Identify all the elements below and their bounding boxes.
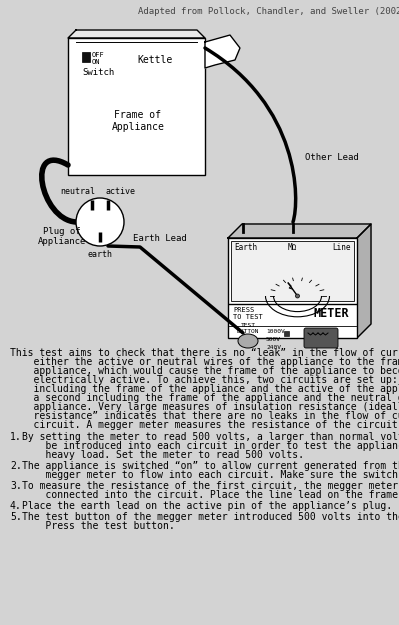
Text: 1000V: 1000V: [266, 329, 285, 334]
Text: appliance. Very large measures of insulation resistance (ideally “infinite”: appliance. Very large measures of insula…: [10, 402, 399, 412]
Text: earth: earth: [87, 250, 113, 259]
Text: METER: METER: [313, 307, 349, 320]
Text: Press the test button.: Press the test button.: [22, 521, 175, 531]
Text: Other Lead: Other Lead: [305, 152, 359, 161]
Text: megger meter to flow into each circuit. Make sure the switch is “on.”: megger meter to flow into each circuit. …: [22, 470, 399, 480]
Text: resistance” indicates that there are no leaks in the flow of current to each: resistance” indicates that there are no …: [10, 411, 399, 421]
Text: a second including the frame of the appliance and the neutral of the: a second including the frame of the appl…: [10, 393, 399, 403]
Text: Earth: Earth: [234, 243, 257, 252]
Text: PRESS
TO TEST: PRESS TO TEST: [233, 307, 263, 320]
Text: active: active: [105, 187, 135, 196]
Text: Place the earth lead on the active pin of the appliance’s plug.: Place the earth lead on the active pin o…: [22, 501, 392, 511]
Text: Switch: Switch: [82, 68, 114, 77]
Text: The appliance is switched “on” to allow current generated from the: The appliance is switched “on” to allow …: [22, 461, 399, 471]
Bar: [68, 38, 205, 175]
FancyBboxPatch shape: [304, 328, 338, 348]
Text: Adapted from Pollock, Chandler, and Sweller (2002).: Adapted from Pollock, Chandler, and Swel…: [138, 7, 399, 16]
Text: This test aims to check that there is no “leak” in the flow of current from: This test aims to check that there is no…: [10, 348, 399, 358]
Bar: [284, 331, 289, 336]
Text: 500V: 500V: [266, 337, 281, 342]
Text: connected into the circuit. Place the line lead on the frame of the appliance.: connected into the circuit. Place the li…: [22, 490, 399, 500]
Text: be introduced into each circuit in order to test the appliance under a: be introduced into each circuit in order…: [22, 441, 399, 451]
Text: OFF
ON: OFF ON: [92, 52, 105, 65]
Text: Plug of
Appliance: Plug of Appliance: [38, 227, 86, 246]
Text: 4.: 4.: [10, 501, 22, 511]
Text: appliance, which would cause the frame of the appliance to become: appliance, which would cause the frame o…: [10, 366, 399, 376]
Text: Earth Lead: Earth Lead: [133, 234, 187, 243]
Text: Line: Line: [332, 243, 351, 252]
Circle shape: [76, 198, 124, 246]
Bar: [82, 52, 90, 62]
Text: 1.: 1.: [10, 432, 22, 442]
Text: heavy load. Set the meter to read 500 volts.: heavy load. Set the meter to read 500 vo…: [22, 450, 304, 460]
Text: Kettle: Kettle: [137, 55, 173, 65]
Text: electrically active. To achieve this, two circuits are set up: the first: electrically active. To achieve this, tw…: [10, 375, 399, 385]
Text: 240V: 240V: [266, 345, 281, 350]
Text: TEST
BUTTON: TEST BUTTON: [237, 323, 259, 334]
Text: Frame of
Appliance: Frame of Appliance: [112, 110, 164, 132]
Text: 5.: 5.: [10, 512, 22, 522]
Polygon shape: [205, 35, 240, 68]
Text: To measure the resistance of the first circuit, the megger meter is: To measure the resistance of the first c…: [22, 481, 399, 491]
Polygon shape: [357, 224, 371, 338]
Polygon shape: [68, 30, 205, 38]
Ellipse shape: [238, 334, 258, 348]
Circle shape: [296, 294, 300, 298]
Polygon shape: [228, 224, 371, 238]
Text: The test button of the megger meter introduced 500 volts into the circuit.: The test button of the megger meter intr…: [22, 512, 399, 522]
Text: circuit. A megger meter measures the resistance of the circuit.: circuit. A megger meter measures the res…: [10, 420, 399, 430]
Text: neutral: neutral: [60, 187, 95, 196]
Text: either the active or neutral wires of the appliance to the frame of the: either the active or neutral wires of th…: [10, 357, 399, 367]
Bar: [231, 241, 354, 301]
Text: By setting the meter to read 500 volts, a larger than normal voltage will: By setting the meter to read 500 volts, …: [22, 432, 399, 442]
Text: 2.: 2.: [10, 461, 22, 471]
Bar: [228, 238, 357, 338]
Text: MΩ: MΩ: [288, 243, 297, 252]
Text: 3.: 3.: [10, 481, 22, 491]
Text: including the frame of the appliance and the active of the appliance and: including the frame of the appliance and…: [10, 384, 399, 394]
